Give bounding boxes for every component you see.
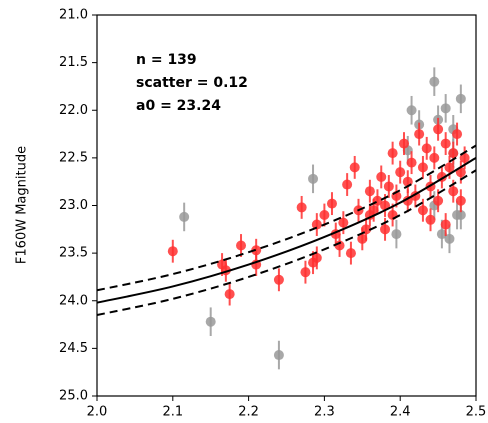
point [251,245,262,256]
point [425,214,436,225]
point [236,240,247,251]
point [429,152,440,163]
point [342,179,353,190]
y-tick-label: 24.5 [59,341,88,356]
point [440,219,451,230]
point [273,274,284,285]
point [376,171,387,182]
x-tick-label: 2.4 [390,405,411,420]
point [406,157,417,168]
point [326,198,337,209]
y-tick-label: 22.5 [59,150,88,165]
point [205,316,216,327]
point [349,162,360,173]
y-tick-label: 23.5 [59,246,88,261]
point [429,76,440,87]
point [364,186,375,197]
point [440,138,451,149]
point [167,246,178,257]
y-tick-label: 22.0 [59,103,88,118]
point [421,143,432,154]
point [319,210,330,221]
x-tick-label: 2.5 [466,405,487,420]
point [357,233,368,244]
x-tick-label: 2.3 [314,405,335,420]
point [273,350,284,361]
point [334,240,345,251]
point [455,93,466,104]
scatter-line [96,144,477,292]
annotation: a0 = 23.24 [136,98,221,114]
y-tick-label: 21.0 [59,8,88,23]
plot-frame [96,14,477,397]
y-axis-label: F160W Magnitude [15,146,30,264]
point [417,205,428,216]
point [311,252,322,263]
point [440,103,451,114]
point [383,181,394,192]
point [414,129,425,140]
point [406,105,417,116]
point [433,195,444,206]
point [391,229,402,240]
point [296,202,307,213]
point [345,248,356,259]
annotation: scatter = 0.12 [136,75,248,91]
point [179,211,190,222]
x-tick-label: 2.2 [238,405,259,420]
y-tick-label: 25.0 [59,389,88,404]
point [224,289,235,300]
point [338,217,349,228]
point [311,219,322,230]
point [433,124,444,135]
point [300,267,311,278]
point [455,210,466,221]
point [448,148,459,159]
annotation: n = 139 [136,52,197,68]
point [448,186,459,197]
point [387,148,398,159]
scatter-line [96,169,477,317]
point [459,152,470,163]
y-tick-label: 21.5 [59,55,88,70]
point [452,129,463,140]
x-tick-label: 2.1 [162,405,183,420]
point [444,162,455,173]
fit-line [96,157,477,304]
point [436,229,447,240]
point [398,138,409,149]
point [395,167,406,178]
point [417,162,428,173]
y-tick-label: 24.0 [59,293,88,308]
point [444,233,455,244]
point [455,195,466,206]
y-tick-label: 23.0 [59,198,88,213]
x-tick-label: 2.0 [87,405,108,420]
point [380,224,391,235]
point [308,173,319,184]
